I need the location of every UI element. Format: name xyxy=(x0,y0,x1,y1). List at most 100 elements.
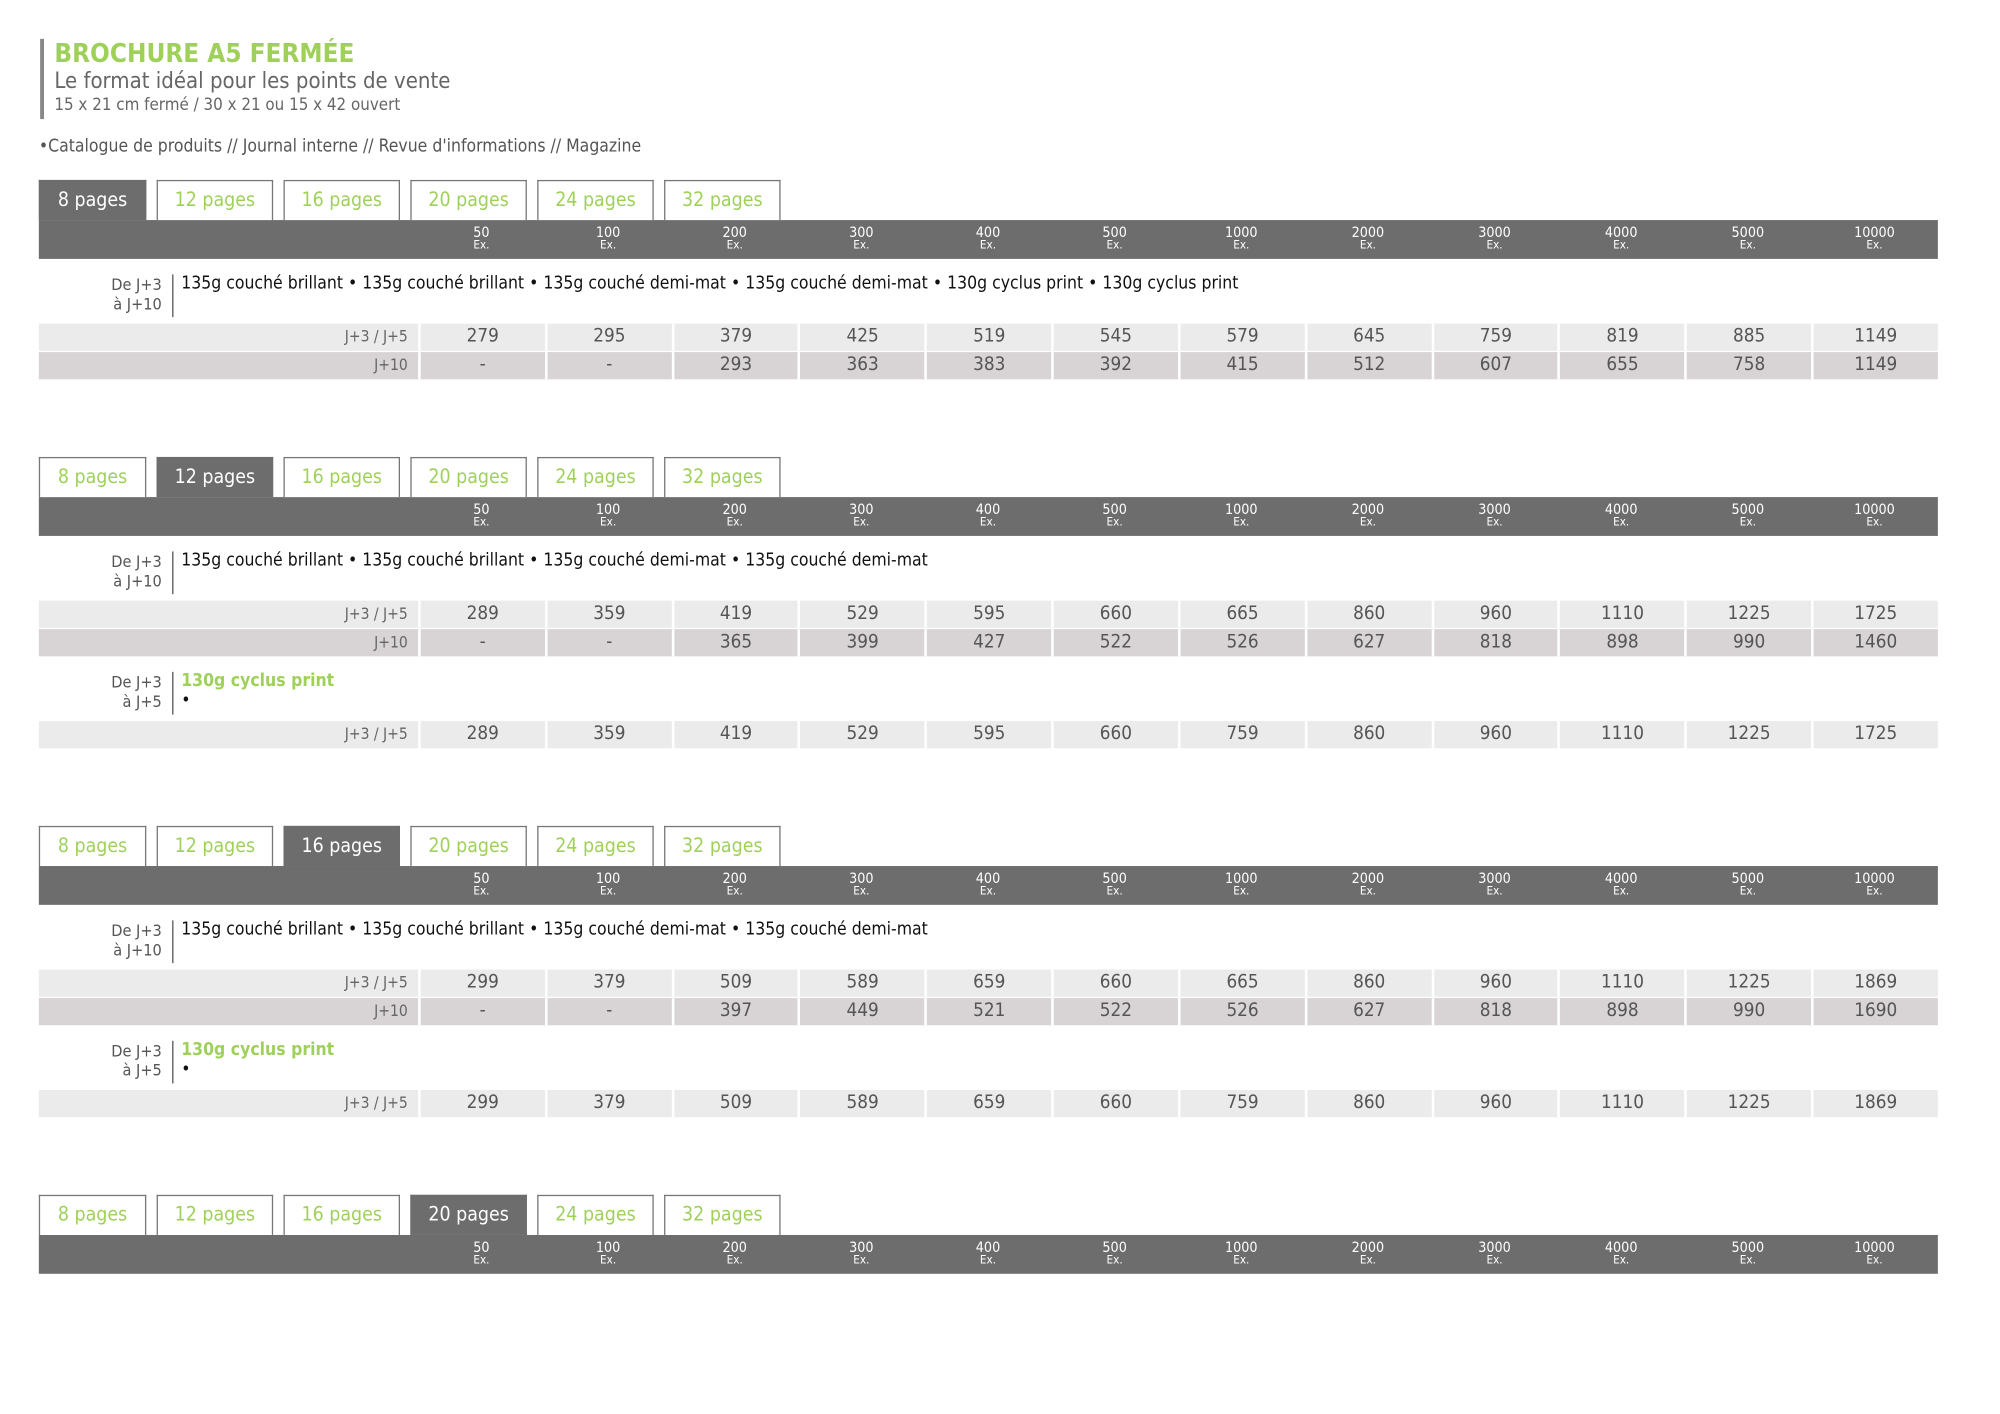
price: 415 xyxy=(1177,352,1305,380)
tab[interactable]: 12 pages xyxy=(156,1194,274,1235)
price: 526 xyxy=(1177,629,1305,657)
quantity: 4000 Ex. xyxy=(1558,497,1685,536)
tab[interactable]: 24 pages xyxy=(537,1194,654,1235)
unit: Ex. xyxy=(853,1254,870,1268)
quantity: 4000 Ex. xyxy=(1558,866,1685,905)
price: 860 xyxy=(1304,969,1432,997)
delay: De J+3 à J+10 xyxy=(39,920,174,964)
tab[interactable]: 12 pages xyxy=(156,179,274,221)
quantity: 500 Ex. xyxy=(1051,220,1178,259)
price: 665 xyxy=(1177,600,1305,628)
price: 425 xyxy=(798,323,925,351)
price: 295 xyxy=(544,323,672,351)
price: 659 xyxy=(924,969,1052,997)
unit: Ex. xyxy=(1106,885,1123,899)
paper-info: De J+3 à J+10 135g couché brillant • 135g … xyxy=(39,274,1938,318)
price-section: 8 pages 12 pages 16 pages 20 pages 24 pages 3… xyxy=(38,825,1938,1118)
price: 1149 xyxy=(1811,323,1938,351)
price: 660 xyxy=(1051,600,1178,628)
price: 818 xyxy=(1431,629,1558,657)
tab[interactable]: 12 pages xyxy=(156,825,274,867)
unit: Ex. xyxy=(1359,1254,1376,1268)
price: 519 xyxy=(924,323,1052,351)
tab[interactable]: 8 pages xyxy=(38,825,147,867)
tab[interactable]: 20 pages xyxy=(410,179,527,221)
delay-to: à J+5 xyxy=(122,1060,162,1080)
price: 293 xyxy=(671,352,798,380)
price: 818 xyxy=(1431,998,1558,1026)
unit: Ex. xyxy=(979,1254,997,1268)
tab[interactable]: 16 pages xyxy=(283,1194,401,1235)
price-row: J+3 / J+5 289 359 419 529 595 660 665 860 960 1110… xyxy=(38,600,1938,628)
unit: Ex. xyxy=(1106,516,1123,530)
unit: Ex. xyxy=(473,885,490,899)
quantity: 100 Ex. xyxy=(545,220,672,259)
row-label: J+3 / J+5 xyxy=(344,604,408,623)
price: 898 xyxy=(1557,629,1685,657)
price: 279 xyxy=(418,323,545,351)
tab[interactable]: 32 pages xyxy=(664,1194,781,1235)
quantity: 3000 Ex. xyxy=(1431,1235,1558,1274)
tab[interactable]: 8 pages xyxy=(38,1194,147,1235)
paper-list: 135g couché brillant • 135g couché brill… xyxy=(181,919,928,940)
tab[interactable]: 20 pages xyxy=(410,825,527,867)
tab[interactable]: 32 pages xyxy=(664,456,781,498)
price: 526 xyxy=(1177,998,1305,1026)
unit: Ex. xyxy=(1233,1254,1250,1268)
price: 379 xyxy=(671,323,798,351)
unit: Ex. xyxy=(1486,885,1503,899)
tab[interactable]: 20 pages xyxy=(410,1194,527,1235)
tab[interactable]: 8 pages xyxy=(38,456,147,498)
price: 819 xyxy=(1557,323,1685,351)
tab[interactable]: 32 pages xyxy=(664,825,781,867)
price: 1225 xyxy=(1684,1089,1812,1118)
tab[interactable]: 24 pages xyxy=(537,179,654,221)
papers: 135g couché brillant • 135g couché brill… xyxy=(173,274,1294,317)
unit: Ex. xyxy=(979,239,997,253)
delay-from: De J+3 xyxy=(111,671,162,692)
unit: Ex. xyxy=(1739,516,1756,530)
tab-bar: 8 pages 12 pages 16 pages 20 pages 24 pages 3… xyxy=(38,825,1938,867)
quantity: 300 Ex. xyxy=(798,220,925,259)
unit: Ex. xyxy=(1486,516,1503,530)
tab[interactable]: 20 pages xyxy=(410,456,527,498)
uses: •Catalogue de produits // Journal intern… xyxy=(38,135,642,157)
row-label: J+10 xyxy=(374,1001,408,1021)
price-section: 8 pages 12 pages 16 pages 20 pages 24 pages 3… xyxy=(38,1194,1938,1274)
tab[interactable]: 12 pages xyxy=(156,456,274,498)
unit: Ex. xyxy=(473,516,490,530)
tab[interactable]: 32 pages xyxy=(664,179,781,221)
price: 1110 xyxy=(1557,600,1685,628)
quantity: 2000 Ex. xyxy=(1305,1235,1432,1274)
unit: Ex. xyxy=(1233,239,1250,253)
price-row: J+3 / J+5 299 379 509 589 659 660 665 860 960 1110… xyxy=(38,969,1938,997)
tab[interactable]: 16 pages xyxy=(283,825,401,867)
price: 365 xyxy=(671,629,798,657)
price: 399 xyxy=(798,629,925,657)
tab[interactable]: 16 pages xyxy=(283,179,401,221)
price: 759 xyxy=(1431,323,1558,351)
quantity: 500 Ex. xyxy=(1051,866,1178,905)
quantity-header: 50 Ex. 100 Ex. 200 Ex. 300 Ex. 400 Ex. 500 Ex. 1000 E… xyxy=(38,220,1938,259)
price: 392 xyxy=(1051,352,1178,380)
unit: Ex. xyxy=(1106,239,1123,253)
price: 665 xyxy=(1177,969,1305,997)
quantity: 10000 Ex. xyxy=(1811,220,1938,259)
tab[interactable]: 16 pages xyxy=(283,456,401,498)
price: 1869 xyxy=(1811,969,1938,997)
quantity: 5000 Ex. xyxy=(1685,1235,1812,1274)
price: 860 xyxy=(1304,1089,1432,1118)
tab[interactable]: 24 pages xyxy=(537,456,654,498)
tab[interactable]: 8 pages xyxy=(38,179,147,221)
quantity: 3000 Ex. xyxy=(1431,497,1558,536)
price: 545 xyxy=(1051,323,1178,351)
header: BROCHURE A5 FERMÉE Le format idéal pour … xyxy=(40,39,450,120)
row-label: J+3 / J+5 xyxy=(344,1093,408,1112)
tab[interactable]: 24 pages xyxy=(537,825,654,867)
quantity: 5000 Ex. xyxy=(1685,866,1812,905)
dimensions: 15 x 21 cm fermé / 30 x 21 ou 15 x 42 ou… xyxy=(54,95,401,116)
paper-list: • xyxy=(181,1058,191,1080)
unit: Ex. xyxy=(473,239,490,253)
price: 1725 xyxy=(1811,721,1938,749)
price: 383 xyxy=(924,352,1052,380)
